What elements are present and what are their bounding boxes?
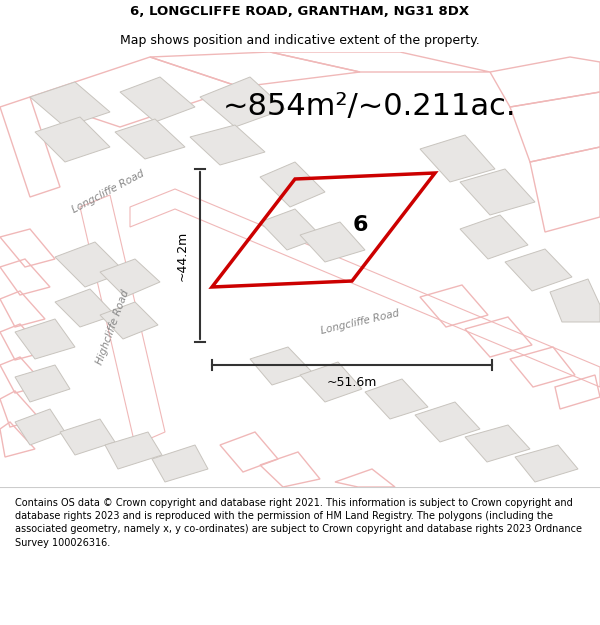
Polygon shape bbox=[300, 362, 362, 402]
Text: ~51.6m: ~51.6m bbox=[327, 376, 377, 389]
Polygon shape bbox=[460, 215, 528, 259]
Polygon shape bbox=[250, 347, 312, 385]
Polygon shape bbox=[55, 242, 125, 287]
Polygon shape bbox=[120, 77, 195, 122]
Polygon shape bbox=[465, 425, 530, 462]
Text: ~44.2m: ~44.2m bbox=[176, 231, 188, 281]
Polygon shape bbox=[420, 135, 495, 182]
Polygon shape bbox=[15, 319, 75, 359]
Text: Highcliffe Road: Highcliffe Road bbox=[95, 288, 131, 366]
Text: Map shows position and indicative extent of the property.: Map shows position and indicative extent… bbox=[120, 34, 480, 47]
Polygon shape bbox=[100, 259, 160, 297]
Text: Longcliffe Road: Longcliffe Road bbox=[320, 308, 401, 336]
Text: Longcliffe Road: Longcliffe Road bbox=[70, 169, 146, 215]
Polygon shape bbox=[35, 117, 110, 162]
Polygon shape bbox=[152, 445, 208, 482]
Polygon shape bbox=[15, 409, 65, 445]
Text: Contains OS data © Crown copyright and database right 2021. This information is : Contains OS data © Crown copyright and d… bbox=[15, 498, 582, 548]
Text: 6, LONGCLIFFE ROAD, GRANTHAM, NG31 8DX: 6, LONGCLIFFE ROAD, GRANTHAM, NG31 8DX bbox=[130, 5, 470, 18]
Polygon shape bbox=[415, 402, 480, 442]
Polygon shape bbox=[260, 162, 325, 207]
Polygon shape bbox=[105, 432, 162, 469]
Polygon shape bbox=[515, 445, 578, 482]
Polygon shape bbox=[115, 119, 185, 159]
Polygon shape bbox=[300, 222, 365, 262]
Polygon shape bbox=[460, 169, 535, 215]
Polygon shape bbox=[260, 209, 322, 250]
Polygon shape bbox=[365, 379, 428, 419]
Polygon shape bbox=[505, 249, 572, 291]
Polygon shape bbox=[190, 125, 265, 165]
Polygon shape bbox=[100, 302, 158, 339]
Text: 6: 6 bbox=[352, 215, 368, 235]
Polygon shape bbox=[30, 82, 110, 127]
Polygon shape bbox=[200, 77, 285, 127]
Polygon shape bbox=[550, 279, 600, 322]
Text: ~854m²/~0.211ac.: ~854m²/~0.211ac. bbox=[223, 92, 517, 121]
Polygon shape bbox=[55, 289, 115, 327]
Polygon shape bbox=[60, 419, 115, 455]
Polygon shape bbox=[15, 365, 70, 402]
